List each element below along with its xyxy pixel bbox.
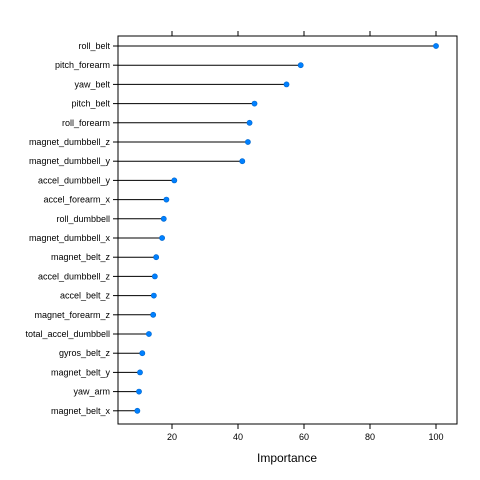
category-label: pitch_belt <box>71 99 110 109</box>
importance-point <box>150 292 157 299</box>
importance-point <box>244 139 251 145</box>
importance-point <box>239 158 246 165</box>
category-label: magnet_belt_x <box>51 406 111 416</box>
x-tick-label: 100 <box>428 432 443 442</box>
category-label: yaw_arm <box>73 387 110 397</box>
importance-point <box>134 407 141 414</box>
plot-frame <box>117 35 458 425</box>
category-label: roll_dumbbell <box>56 214 110 224</box>
importance-point <box>145 331 152 337</box>
category-label: gyros_belt_z <box>59 348 111 358</box>
importance-point <box>150 311 157 318</box>
importance-point <box>251 100 258 107</box>
importance-point <box>159 235 165 241</box>
category-label: magnet_belt_y <box>51 367 111 377</box>
category-label: accel_forearm_x <box>43 195 110 205</box>
importance-point <box>153 254 160 261</box>
x-tick-label: 20 <box>167 432 177 442</box>
x-axis-title: Importance <box>257 451 317 465</box>
category-label: magnet_dumbbell_x <box>29 233 111 243</box>
importance-point <box>246 119 253 126</box>
category-label: pitch_forearm <box>55 60 110 70</box>
category-label: magnet_dumbbell_z <box>29 137 111 147</box>
importance-point <box>171 177 178 184</box>
data-rows: roll_belt pitch_forearm yaw_belt pitch_belt… <box>25 41 439 416</box>
importance-point <box>139 350 146 357</box>
category-label: magnet_belt_z <box>51 252 111 262</box>
importance-point <box>137 369 143 376</box>
category-label: magnet_dumbbell_y <box>29 156 111 166</box>
category-label: roll_forearm <box>62 118 110 128</box>
importance-point <box>136 388 142 395</box>
importance-point <box>433 43 439 49</box>
importance-point <box>283 81 290 88</box>
importance-point <box>297 62 304 69</box>
x-tick-label: 60 <box>299 432 309 442</box>
importance-point <box>151 273 158 280</box>
importance-point <box>163 196 170 203</box>
x-axis-ticks: 20 40 60 80 100 <box>167 31 444 442</box>
importance-point <box>160 215 167 222</box>
category-label: magnet_forearm_z <box>34 310 110 320</box>
category-label: accel_dumbbell_z <box>38 271 111 281</box>
category-label: yaw_belt <box>74 79 110 89</box>
x-tick-label: 80 <box>365 432 375 442</box>
category-label: roll_belt <box>78 41 110 51</box>
category-label: accel_belt_z <box>60 291 111 301</box>
category-label: total_accel_dumbbell <box>25 329 110 339</box>
category-label: accel_dumbbell_y <box>38 175 111 185</box>
x-tick-label: 40 <box>233 432 243 442</box>
